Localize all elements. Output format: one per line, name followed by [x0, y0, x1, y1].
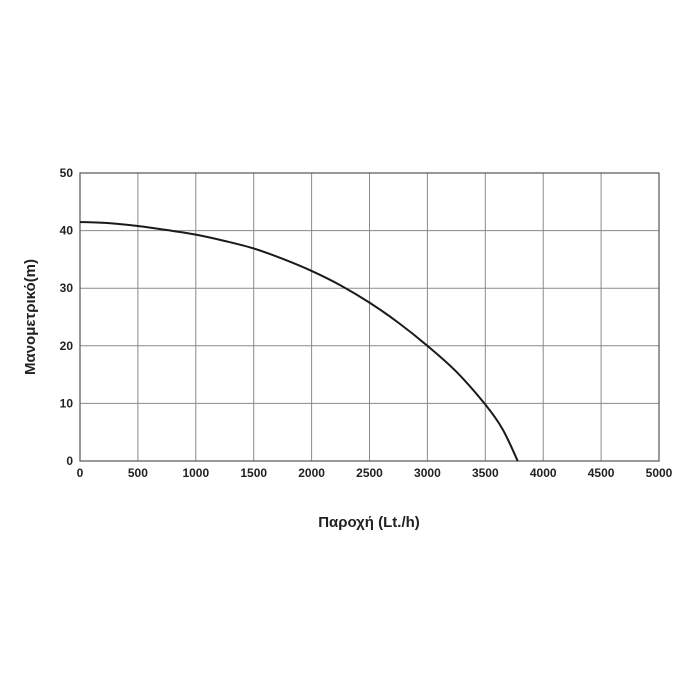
- grid: [79, 172, 660, 462]
- x-tick-label: 4500: [588, 466, 615, 480]
- y-tick-label: 20: [60, 339, 74, 353]
- x-tick-label: 5000: [646, 466, 673, 480]
- x-tick-label: 3000: [414, 466, 441, 480]
- y-tick-label: 0: [66, 454, 73, 468]
- x-tick-label: 1000: [182, 466, 209, 480]
- y-tick-label: 40: [60, 224, 74, 238]
- y-axis-ticks: 0 10 20 30 40 50: [60, 166, 74, 468]
- x-tick-label: 2000: [298, 466, 325, 480]
- y-tick-label: 30: [60, 281, 74, 295]
- x-tick-label: 1500: [240, 466, 267, 480]
- plot-area-frame: [79, 172, 660, 462]
- y-tick-label: 50: [60, 166, 74, 180]
- x-axis-ticks: 0 500 1000 1500 2000 2500 3000 3500 4000 4500 5000: [77, 466, 673, 480]
- x-tick-label: 3500: [472, 466, 499, 480]
- x-tick-label: 500: [128, 466, 148, 480]
- y-tick-label: 10: [60, 396, 74, 410]
- x-tick-label: 2500: [356, 466, 383, 480]
- pump-curve-line: [79, 220, 519, 462]
- x-tick-label: 4000: [530, 466, 557, 480]
- y-axis-title: Μανομετρικό(m): [22, 259, 39, 375]
- x-axis-title: Παροχή (Lt./h): [318, 514, 420, 531]
- x-tick-label: 0: [77, 466, 84, 480]
- series: [79, 220, 519, 462]
